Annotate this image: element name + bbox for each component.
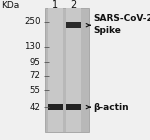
Text: 95: 95 bbox=[30, 58, 40, 67]
Text: 55: 55 bbox=[30, 86, 40, 95]
Bar bbox=[48, 8, 63, 132]
Text: β-actin: β-actin bbox=[94, 103, 129, 112]
Bar bbox=[66, 22, 81, 28]
Text: 2: 2 bbox=[70, 0, 77, 10]
Text: 250: 250 bbox=[24, 17, 40, 26]
Bar bbox=[45, 8, 88, 132]
Text: KDa: KDa bbox=[2, 1, 20, 10]
Bar bbox=[48, 104, 63, 110]
Text: 42: 42 bbox=[30, 103, 40, 112]
Bar bbox=[66, 104, 81, 110]
Text: 1: 1 bbox=[52, 0, 59, 10]
Text: 72: 72 bbox=[30, 71, 40, 80]
Text: 130: 130 bbox=[24, 42, 40, 51]
Bar bbox=[66, 8, 81, 132]
Text: Spike: Spike bbox=[94, 26, 122, 35]
Text: SARS-CoV-2: SARS-CoV-2 bbox=[94, 14, 150, 23]
